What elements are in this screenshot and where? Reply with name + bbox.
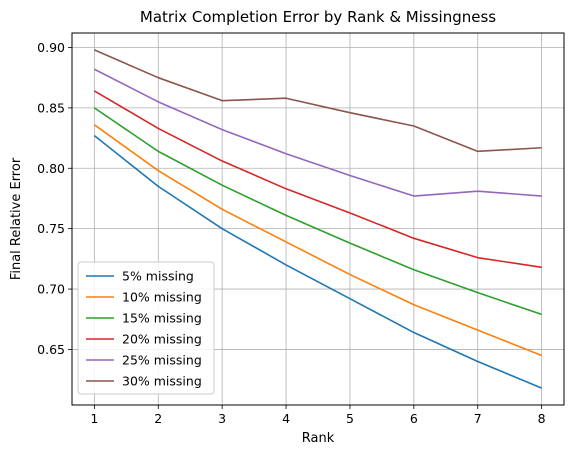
- legend-box: [77, 261, 215, 395]
- y-tick-label: 0.75: [37, 221, 65, 236]
- legend-entry: 25% missing: [122, 353, 202, 368]
- plot-area: [71, 32, 565, 406]
- y-tick-label: 0.80: [37, 161, 65, 176]
- x-tick-label: 4: [282, 411, 290, 426]
- x-tick-label: 1: [90, 411, 98, 426]
- x-tick-label: 2: [154, 411, 162, 426]
- x-tick-label: 7: [474, 411, 482, 426]
- legend-entry: 5% missing: [122, 269, 194, 284]
- y-tick-label: 0.90: [37, 40, 65, 55]
- x-tick-label: 6: [410, 411, 418, 426]
- y-axis: 0.65 0.70 0.75 0.80 0.85 0.90: [37, 40, 72, 357]
- series-line-4: [93, 90, 542, 269]
- chart-title: Matrix Completion Error by Rank & Missin…: [140, 8, 496, 26]
- x-tick-label: 3: [218, 411, 226, 426]
- series-layer: [93, 49, 542, 389]
- x-tick-label: 5: [346, 411, 354, 426]
- y-tick-label: 0.70: [37, 282, 65, 297]
- series-line-6: [94, 49, 542, 153]
- series-line-5: [93, 68, 542, 197]
- series-line-2: [93, 124, 542, 357]
- y-tick-label: 0.65: [37, 342, 65, 357]
- x-tick-label: 8: [538, 411, 546, 426]
- legend-entry: 15% missing: [122, 311, 202, 326]
- legend-entry: 20% missing: [122, 332, 202, 347]
- x-axis: 1 2 3 4 5 6 7 8: [90, 405, 546, 426]
- series-line-3: [93, 107, 542, 316]
- legend-entry: 30% missing: [122, 374, 202, 389]
- series-line-1: [93, 135, 542, 389]
- x-axis-label: Rank: [302, 431, 335, 446]
- legend: 5% missing 10% missing 15% missing 20% miss…: [77, 261, 215, 395]
- legend-entry: 10% missing: [122, 290, 202, 305]
- y-tick-label: 0.85: [37, 100, 65, 115]
- y-axis-label: Final Relative Error: [9, 157, 24, 280]
